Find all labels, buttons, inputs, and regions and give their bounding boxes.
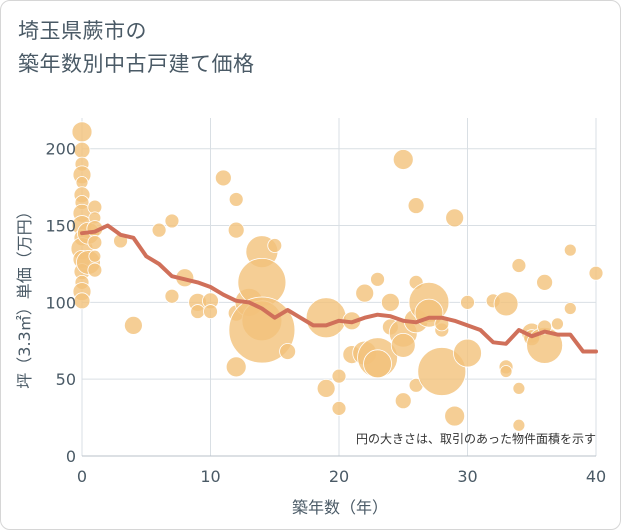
y-tick-label-200: 200 (45, 140, 76, 159)
bubble-91 (588, 265, 604, 281)
bubble-73 (444, 405, 466, 427)
bubble-25 (123, 316, 143, 335)
bubble-27 (164, 213, 180, 229)
bubble-53 (355, 283, 375, 303)
trend-line (80, 223, 598, 354)
bubble-59 (392, 149, 414, 170)
bubble-26 (151, 222, 167, 238)
bubble-57 (380, 292, 400, 312)
y-tick-label-100: 100 (45, 293, 76, 312)
bubble-61 (390, 332, 416, 358)
bubble-21 (87, 235, 103, 250)
y-tick-label-0: 0 (66, 447, 76, 466)
x-tick-label-0: 0 (77, 467, 87, 486)
bubble-15 (73, 292, 91, 310)
bubble-31 (190, 304, 206, 319)
x-axis-label: 築年数（年） (292, 498, 388, 517)
bubble-77 (493, 291, 519, 317)
x-tick-label-10: 10 (200, 467, 220, 486)
bubble-88 (551, 317, 564, 331)
bubble-54 (370, 271, 385, 287)
bubble-44 (267, 238, 283, 253)
bubble-62 (394, 392, 412, 410)
x-tick-labels: 0 10 20 30 40 (77, 467, 606, 486)
bubble-56 (363, 349, 392, 379)
bubble-48 (331, 368, 347, 384)
bubble-23 (87, 262, 103, 278)
bubble-72 (445, 208, 465, 228)
bubble-35 (228, 192, 244, 207)
bubble-38 (225, 356, 247, 378)
bubble-34 (214, 169, 232, 187)
bubble-74 (460, 294, 475, 310)
x-tick-label-20: 20 (329, 467, 349, 486)
x-tick-label-30: 30 (457, 467, 477, 486)
bubble-63 (407, 197, 425, 214)
bubble-80 (511, 258, 527, 273)
bubbles (70, 121, 604, 432)
bubble-82 (512, 418, 526, 432)
bubble-28 (164, 288, 180, 304)
bubble-90 (563, 302, 577, 315)
x-tick-label-40: 40 (586, 467, 606, 486)
chart-title-line-2: 築年数別中古戸建て価格 (18, 52, 255, 76)
y-tick-label-50: 50 (56, 370, 76, 389)
bubble-79 (499, 365, 513, 378)
y-axis-label: 坪（3.3㎡）単価（万円） (15, 203, 34, 388)
bubble-81 (512, 381, 526, 395)
chart-title-line-1: 埼玉県蕨市の (18, 19, 147, 43)
bubble-89 (563, 243, 577, 257)
bubble-45 (279, 343, 297, 360)
y-tick-label-150: 150 (45, 217, 76, 236)
bubble-75 (453, 338, 482, 368)
bubble-0 (71, 121, 93, 143)
bubble-22 (88, 249, 102, 263)
bubble-33 (203, 304, 218, 319)
bubble-1 (73, 141, 91, 159)
y-tick-labels: 0 50 100 150 200 (45, 140, 76, 466)
bubble-69 (417, 347, 467, 396)
bubble-46 (305, 297, 347, 339)
bubble-47 (316, 378, 336, 398)
bubble-36 (227, 221, 245, 239)
bubble-49 (331, 400, 347, 416)
bubble-85 (536, 273, 553, 291)
chart-title: 埼玉県蕨市の 築年数別中古戸建て価格 (18, 15, 255, 81)
size-note: 円の大きさは、取引のあった物件面積を示す (356, 431, 596, 446)
